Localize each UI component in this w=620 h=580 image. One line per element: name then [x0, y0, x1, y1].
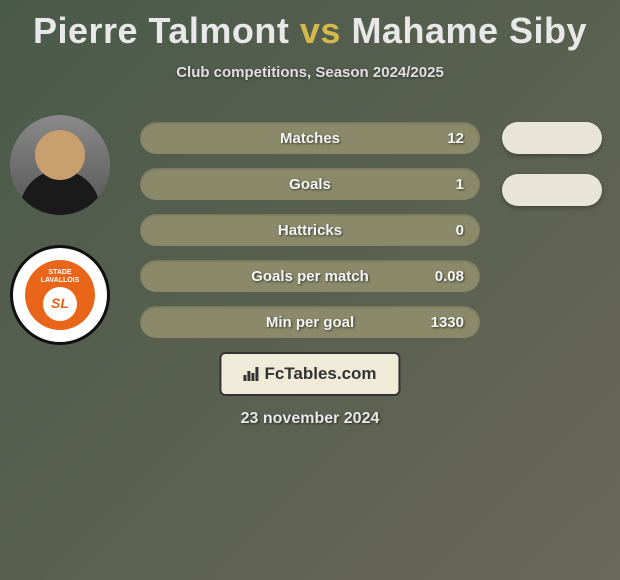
club-avatar: STADE LAVALLOIS SL: [10, 245, 110, 345]
brand-badge[interactable]: FcTables.com: [219, 352, 400, 396]
player2-name: Mahame Siby: [351, 10, 587, 51]
player1-name: Pierre Talmont: [33, 10, 289, 51]
stat-label: Goals: [289, 176, 331, 193]
stat-bar: Matches 12: [140, 122, 480, 154]
stat-value: 1: [456, 176, 464, 193]
club-badge-sl: SL: [43, 287, 77, 321]
stat-bar: Goals per match 0.08: [140, 260, 480, 292]
brand-text: FcTables.com: [264, 364, 376, 384]
club-badge-mid: LAVALLOIS: [41, 277, 80, 285]
stat-bar: Hattricks 0: [140, 214, 480, 246]
chart-icon: [243, 367, 258, 381]
stat-label: Goals per match: [251, 268, 369, 285]
stat-bar: Min per goal 1330: [140, 306, 480, 338]
pill: [502, 174, 602, 206]
stat-value: 1330: [431, 314, 464, 331]
stat-label: Hattricks: [278, 222, 342, 239]
vs-text: vs: [300, 10, 341, 51]
stat-label: Min per goal: [266, 314, 354, 331]
club-badge-top: STADE: [48, 269, 71, 277]
footer-date: 23 november 2024: [241, 410, 380, 428]
subtitle: Club competitions, Season 2024/2025: [0, 64, 620, 81]
stat-value: 0: [456, 222, 464, 239]
stat-bar: Goals 1: [140, 168, 480, 200]
right-pills: [502, 122, 602, 206]
club-badge: STADE LAVALLOIS SL: [25, 260, 95, 330]
stat-bars: Matches 12 Goals 1 Hattricks 0 Goals per…: [140, 122, 480, 338]
stat-label: Matches: [280, 130, 340, 147]
avatar-column: STADE LAVALLOIS SL: [10, 115, 110, 345]
player-avatar: [10, 115, 110, 215]
page-title: Pierre Talmont vs Mahame Siby: [0, 0, 620, 52]
stat-value: 0.08: [435, 268, 464, 285]
stat-value: 12: [447, 130, 464, 147]
pill: [502, 122, 602, 154]
